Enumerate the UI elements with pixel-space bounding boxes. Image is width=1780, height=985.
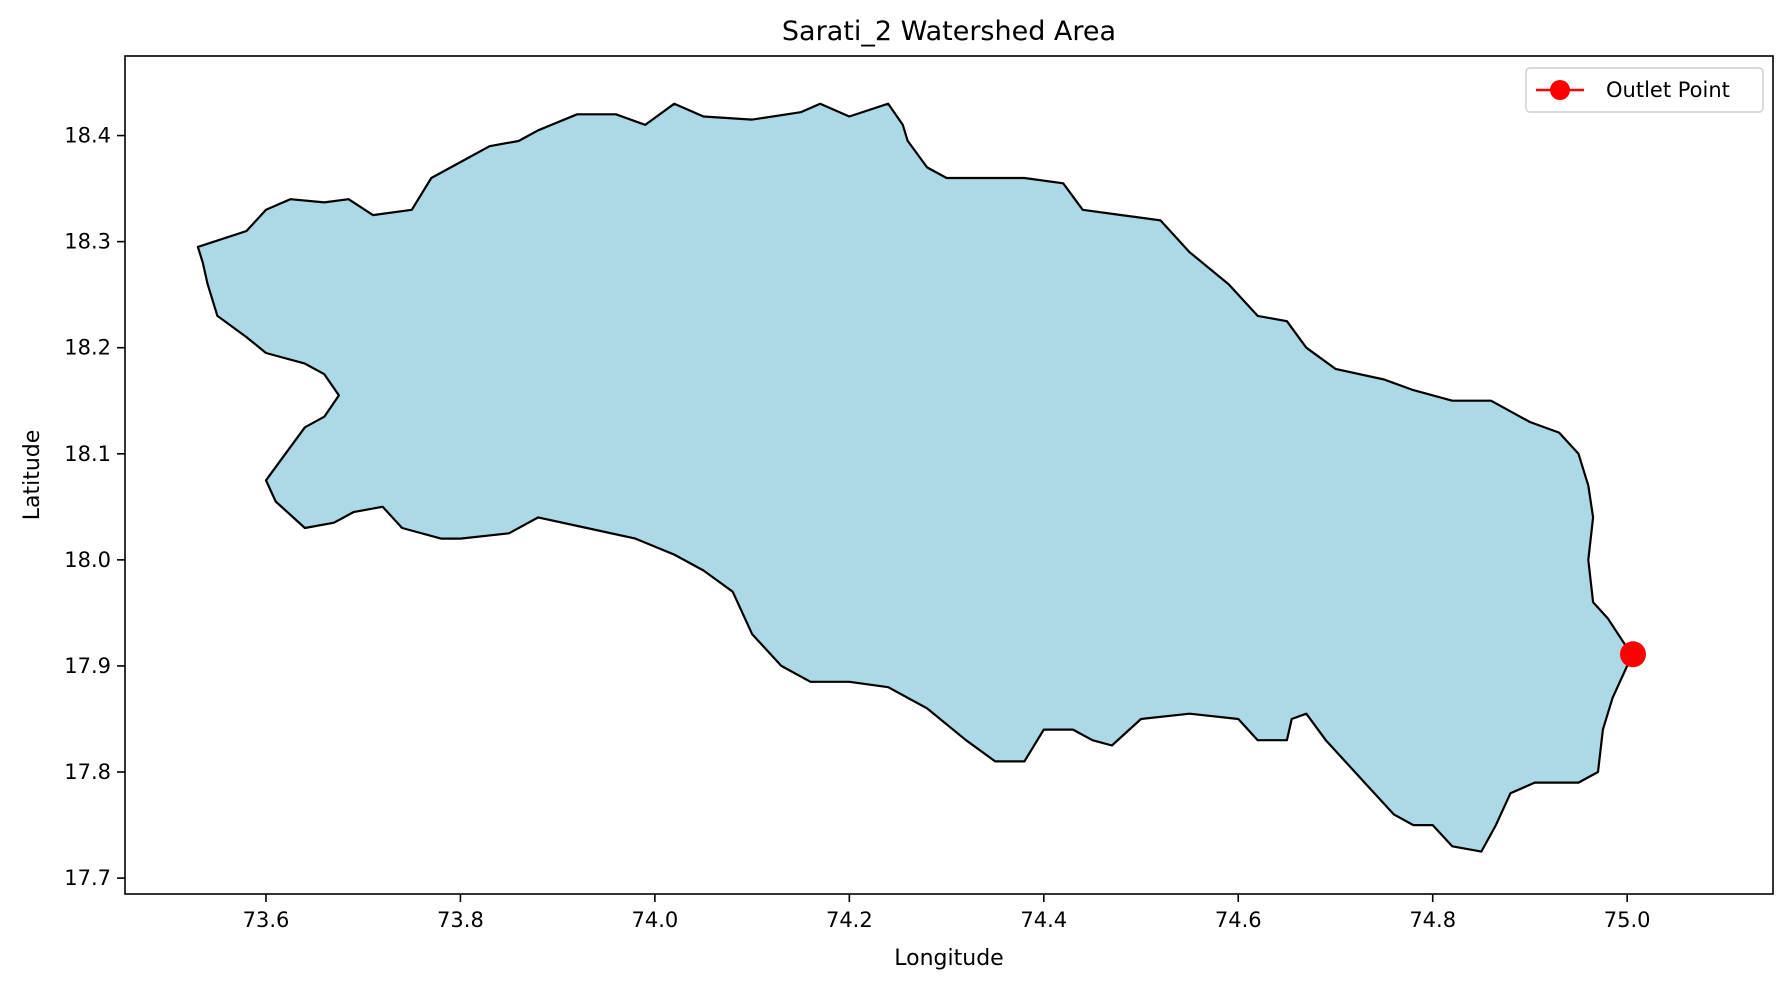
y-tick-label: 18.3 [64, 230, 111, 254]
legend-outlet-marker [1550, 80, 1570, 100]
outlet-point-marker [1619, 641, 1646, 668]
x-tick-label: 74.8 [1409, 908, 1456, 932]
plot-frame [124, 55, 1774, 895]
y-tick-label: 17.9 [64, 654, 111, 678]
x-tick-label: 74.4 [1020, 908, 1067, 932]
x-tick-label: 75.0 [1604, 908, 1651, 932]
x-tick-label: 74.6 [1215, 908, 1262, 932]
legend: Outlet Point [1525, 67, 1764, 113]
watershed-polygon [196, 102, 1634, 853]
y-axis-label: Latitude [20, 430, 45, 521]
x-tick-label: 73.8 [437, 908, 484, 932]
x-axis-label: Longitude [894, 946, 1003, 971]
x-axis-ticks: 73.6 73.8 74.0 74.2 74.4 74.6 74.8 75.0 [243, 894, 1651, 932]
x-tick-label: 73.6 [243, 908, 290, 932]
x-tick-label: 74.2 [826, 908, 873, 932]
y-tick-label: 18.0 [64, 548, 111, 572]
y-tick-label: 18.1 [64, 442, 111, 466]
chart-title: Sarati_2 Watershed Area [782, 16, 1116, 47]
legend-outlet-label: Outlet Point [1606, 78, 1730, 102]
y-tick-label: 17.8 [64, 760, 111, 784]
y-tick-label: 17.7 [64, 866, 111, 890]
y-tick-label: 18.2 [64, 336, 111, 360]
legend-box [1525, 67, 1764, 113]
y-tick-label: 18.4 [64, 124, 111, 148]
x-tick-label: 74.0 [632, 908, 679, 932]
plot-area [196, 102, 1646, 853]
y-axis-ticks: 17.7 17.8 17.9 18.0 18.1 18.2 18.3 18.4 [64, 124, 125, 890]
